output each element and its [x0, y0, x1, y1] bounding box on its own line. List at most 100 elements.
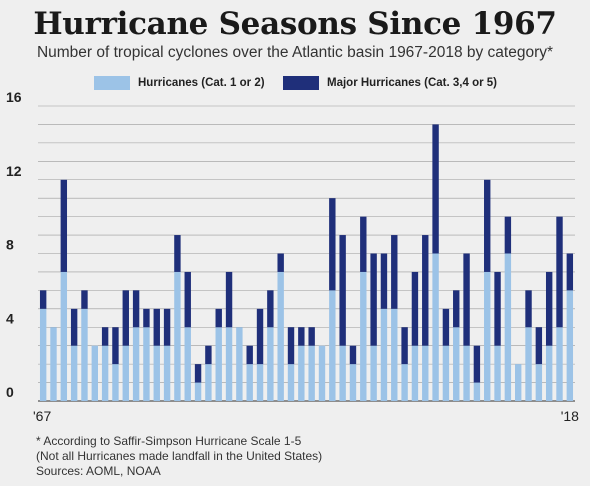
bar-major-1975 [122, 290, 129, 346]
bar-major-2001 [391, 235, 398, 309]
bar-major-1992 [298, 327, 305, 346]
bar-hurricanes-1974 [112, 364, 119, 401]
bar-major-1993 [308, 327, 315, 346]
bar-major-2009 [473, 345, 481, 383]
bar-major-1969 [60, 179, 68, 272]
bar-major-1967 [39, 290, 47, 309]
bar-major-1991 [287, 327, 295, 365]
chart-subtitle: Number of tropical cyclones over the Atl… [36, 44, 554, 61]
bar-major-1980 [174, 235, 181, 272]
bar-major-2015 [535, 327, 543, 365]
bar-hurricanes-1981 [184, 327, 191, 401]
bars [39, 124, 574, 401]
bar-hurricanes-2004 [422, 345, 429, 401]
bar-major-1971 [81, 290, 88, 309]
footnote-landfall: (Not all Hurricanes made landfall in the… [36, 449, 323, 463]
bar-major-1988 [256, 308, 264, 365]
bar-hurricanes-2007 [453, 327, 460, 401]
footnote-scale: * According to Saffir-Simpson Hurricane … [36, 434, 302, 448]
bar-hurricanes-2000 [380, 308, 388, 401]
bar-major-2018 [566, 253, 574, 291]
bar-hurricanes-1969 [60, 271, 68, 401]
bar-hurricanes-2002 [401, 364, 408, 401]
bar-major-1995 [329, 198, 336, 291]
bar-hurricanes-1980 [174, 271, 181, 401]
bar-hurricanes-2017 [556, 327, 563, 401]
footnote-sources: Sources: AOML, NOAA [36, 464, 161, 478]
bar-major-1998 [360, 216, 367, 272]
y-tick-label: 0 [6, 384, 14, 400]
chart-title: Hurricane Seasons Since 1967 [33, 6, 557, 42]
bar-hurricanes-2014 [525, 327, 532, 401]
bar-hurricanes-1971 [81, 308, 88, 401]
bar-major-1987 [246, 345, 253, 365]
bar-major-2017 [556, 216, 563, 328]
legend-item-hurricanes: Hurricanes (Cat. 1 or 2) [94, 76, 265, 90]
bar-hurricanes-1967 [39, 308, 47, 401]
bar-major-1984 [215, 308, 222, 328]
bar-major-1989 [267, 290, 274, 328]
bar-major-1996 [339, 235, 346, 346]
bar-hurricanes-1975 [122, 345, 129, 401]
bar-hurricanes-1994 [318, 345, 326, 401]
axis-labels: 0 4 8 12 16 '67 '18 [6, 89, 579, 424]
bar-hurricanes-1993 [308, 345, 315, 401]
legend-item-major-hurricanes: Major Hurricanes (Cat. 3,4 or 5) [283, 76, 497, 90]
bar-hurricanes-1992 [298, 345, 305, 401]
bar-hurricanes-2001 [391, 308, 398, 401]
bar-major-2011 [494, 271, 501, 346]
y-tick-label: 8 [6, 237, 14, 253]
bar-major-2005 [432, 124, 439, 254]
legend-swatch-hurricanes [94, 76, 130, 90]
bar-hurricanes-2015 [535, 364, 543, 401]
bar-hurricanes-1977 [143, 327, 150, 401]
bar-hurricanes-1986 [236, 327, 243, 401]
bar-hurricanes-1998 [360, 271, 367, 401]
bar-hurricanes-1968 [50, 327, 57, 401]
bar-major-1973 [101, 327, 109, 346]
bar-major-2014 [525, 290, 532, 328]
bar-hurricanes-1997 [349, 364, 357, 401]
y-tick-label: 4 [6, 310, 14, 326]
bar-hurricanes-2012 [504, 253, 512, 401]
bar-hurricanes-2011 [494, 345, 501, 401]
bar-hurricanes-2018 [566, 290, 574, 401]
bar-hurricanes-1999 [370, 345, 377, 401]
bar-major-2008 [463, 253, 470, 346]
bar-hurricanes-1976 [132, 327, 140, 401]
bar-hurricanes-1987 [246, 364, 253, 401]
x-tick-label: '67 [33, 408, 51, 424]
bar-major-1985 [225, 271, 233, 328]
bar-major-2007 [453, 290, 460, 328]
bar-major-1983 [205, 345, 212, 365]
bar-hurricanes-1984 [215, 327, 222, 401]
bar-major-2016 [545, 271, 553, 346]
bar-hurricanes-1978 [153, 345, 160, 401]
legend-label-hurricanes: Hurricanes (Cat. 1 or 2) [138, 77, 265, 89]
bar-hurricanes-1988 [256, 364, 264, 401]
bar-hurricanes-2016 [545, 345, 553, 401]
y-tick-label: 16 [6, 89, 22, 105]
bar-hurricanes-2008 [463, 345, 470, 401]
footnotes: * According to Saffir-Simpson Hurricane … [36, 434, 322, 479]
bar-hurricanes-1995 [329, 290, 336, 401]
bar-major-2012 [504, 216, 512, 254]
bar-hurricanes-1972 [91, 345, 98, 401]
bar-major-1976 [132, 290, 140, 328]
legend-label-major-hurricanes: Major Hurricanes (Cat. 3,4 or 5) [327, 77, 497, 89]
bar-hurricanes-1989 [267, 327, 274, 401]
bar-major-2010 [484, 179, 491, 272]
bar-major-2006 [442, 308, 450, 346]
bar-hurricanes-2009 [473, 382, 481, 401]
bar-hurricanes-2013 [515, 364, 522, 401]
bar-hurricanes-1990 [277, 271, 284, 401]
bar-hurricanes-2006 [442, 345, 450, 401]
legend-swatch-major-hurricanes [283, 76, 319, 90]
bar-hurricanes-2003 [411, 345, 419, 401]
bar-hurricanes-1985 [225, 327, 233, 401]
bar-hurricanes-1982 [194, 382, 202, 401]
bar-hurricanes-1973 [101, 345, 109, 401]
bar-hurricanes-2010 [484, 271, 491, 401]
bar-hurricanes-2005 [432, 253, 439, 401]
bar-major-1997 [349, 345, 357, 365]
